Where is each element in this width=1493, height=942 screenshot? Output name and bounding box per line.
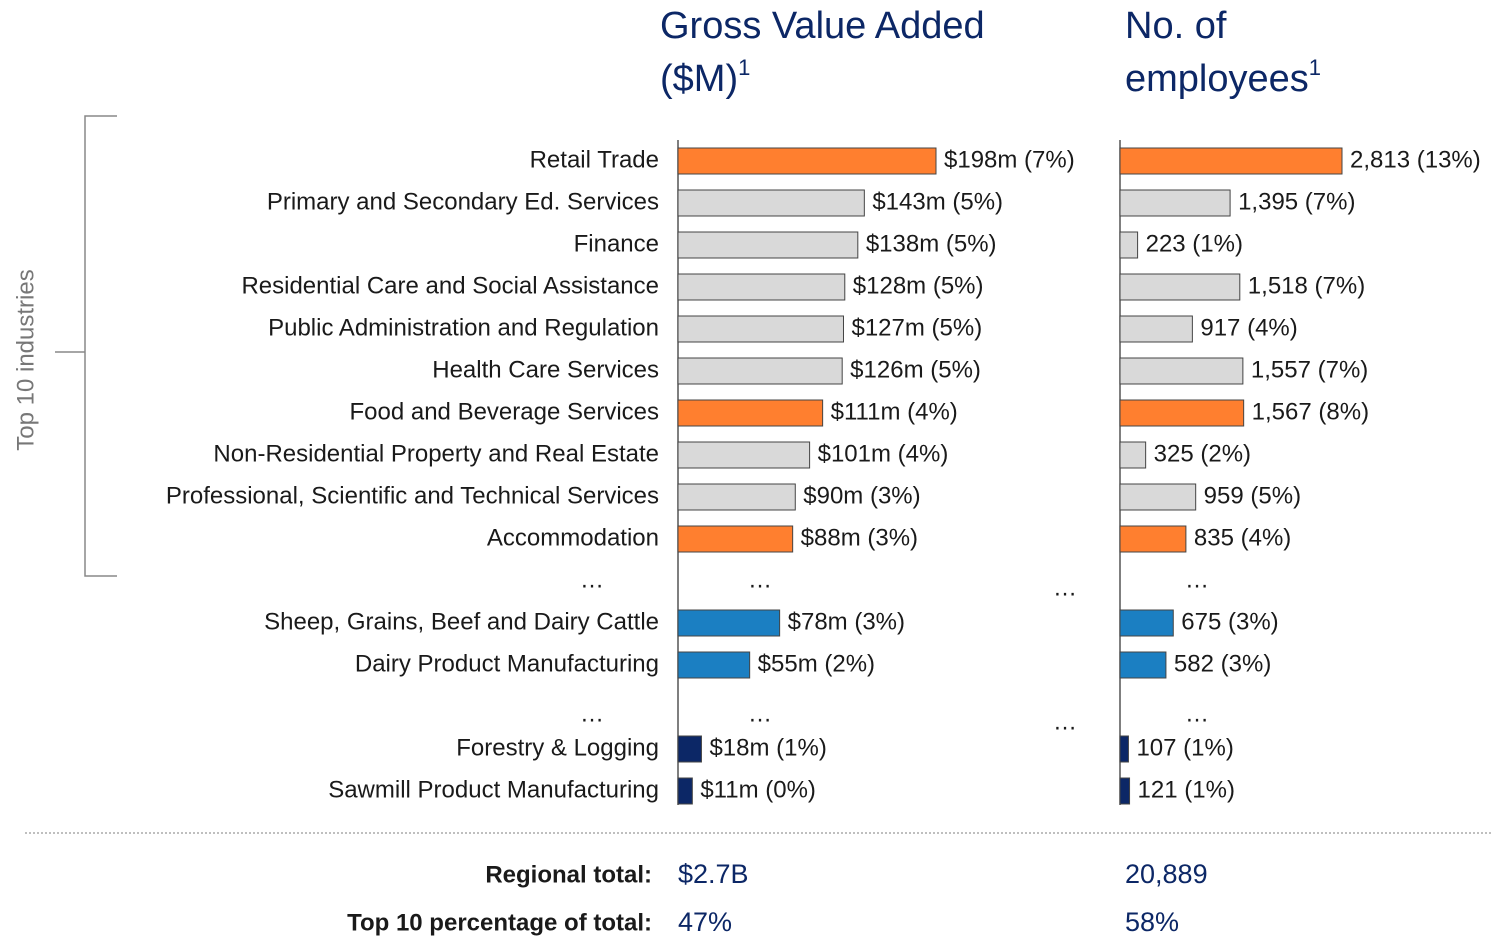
- bar: [1119, 399, 1245, 427]
- value-label: 2,813 (13%): [1350, 146, 1481, 173]
- category-label: Non-Residential Property and Real Estate: [213, 440, 659, 467]
- bar: [677, 231, 859, 259]
- summary-value: 47%: [678, 907, 732, 937]
- value-label: $88m (3%): [801, 524, 918, 551]
- bar: [677, 273, 846, 301]
- category-label: Forestry & Logging: [456, 734, 659, 761]
- panel-title: Gross Value Added: [660, 5, 985, 47]
- value-label: 959 (5%): [1204, 482, 1301, 509]
- value-label: $138m (5%): [866, 230, 997, 257]
- bar: [1119, 651, 1167, 679]
- value-label: $18m (1%): [709, 734, 826, 761]
- category-label: Finance: [574, 230, 659, 257]
- value-label: 917 (4%): [1200, 314, 1297, 341]
- value-label: 1,518 (7%): [1248, 272, 1365, 299]
- value-label: 107 (1%): [1136, 734, 1233, 761]
- panel-title: No. of: [1125, 5, 1227, 47]
- bar: [677, 777, 693, 805]
- ellipsis: …: [1053, 708, 1077, 735]
- value-label: $128m (5%): [853, 272, 984, 299]
- summary-value: 20,889: [1125, 859, 1208, 889]
- value-label: 835 (4%): [1194, 524, 1291, 551]
- category-label: Sheep, Grains, Beef and Dairy Cattle: [264, 608, 659, 635]
- category-label: Accommodation: [487, 524, 659, 551]
- value-label: $143m (5%): [872, 188, 1003, 215]
- bracket: [55, 115, 117, 577]
- summary-value: 58%: [1125, 907, 1179, 937]
- value-label: $78m (3%): [788, 608, 905, 635]
- summary-label: Top 10 percentage of total:: [347, 909, 652, 936]
- bar: [1119, 735, 1129, 763]
- bar: [677, 609, 781, 637]
- bar: [677, 525, 794, 553]
- bar: [677, 189, 865, 217]
- value-label: 325 (2%): [1154, 440, 1251, 467]
- bracket-label: Top 10 industries: [12, 269, 39, 450]
- bar: [677, 441, 811, 469]
- value-label: $11m (0%): [700, 776, 816, 803]
- ellipsis: …: [580, 566, 604, 593]
- category-label: Sawmill Product Manufacturing: [328, 776, 659, 803]
- ellipsis: …: [748, 700, 772, 727]
- category-label: Public Administration and Regulation: [268, 314, 659, 341]
- value-label: $126m (5%): [850, 356, 981, 383]
- bar: [1119, 483, 1197, 511]
- bar: [677, 735, 702, 763]
- category-label: Food and Beverage Services: [349, 398, 659, 425]
- bar: [1119, 147, 1343, 175]
- ellipsis: …: [1185, 700, 1209, 727]
- bar: [677, 483, 796, 511]
- bracket-line: [84, 115, 117, 577]
- value-label: $198m (7%): [944, 146, 1075, 173]
- bar: [1119, 273, 1241, 301]
- ellipsis: …: [748, 566, 772, 593]
- panel-title: ($M)1: [660, 55, 750, 100]
- panel-title: employees1: [1125, 55, 1321, 100]
- bar: [1119, 231, 1139, 259]
- value-label: 582 (3%): [1174, 650, 1271, 677]
- category-label: Professional, Scientific and Technical S…: [166, 482, 659, 509]
- footnote: 1: [738, 55, 750, 80]
- ellipsis: …: [1185, 566, 1209, 593]
- bar: [677, 315, 844, 343]
- value-label: 1,567 (8%): [1252, 398, 1369, 425]
- value-label: 675 (3%): [1181, 608, 1278, 635]
- bar: [677, 147, 937, 175]
- summary-value: $2.7B: [678, 859, 749, 889]
- footnote: 1: [1309, 55, 1321, 80]
- value-label: 121 (1%): [1138, 776, 1235, 803]
- value-label: $55m (2%): [758, 650, 875, 677]
- category-label: Health Care Services: [432, 356, 659, 383]
- bar: [1119, 609, 1174, 637]
- bar: [1119, 357, 1244, 385]
- bar: [677, 651, 751, 679]
- category-label: Primary and Secondary Ed. Services: [267, 188, 659, 215]
- value-label: 1,557 (7%): [1251, 356, 1368, 383]
- category-label: Retail Trade: [530, 146, 659, 173]
- bar: [1119, 777, 1131, 805]
- category-label: Dairy Product Manufacturing: [355, 650, 659, 677]
- category-label: Residential Care and Social Assistance: [241, 272, 659, 299]
- bar: [1119, 441, 1147, 469]
- value-label: 223 (1%): [1146, 230, 1243, 257]
- value-label: $101m (4%): [818, 440, 949, 467]
- summary-label: Regional total:: [485, 861, 652, 888]
- bar: [1119, 189, 1231, 217]
- ellipsis: …: [1053, 574, 1077, 601]
- value-label: $127m (5%): [851, 314, 982, 341]
- value-label: $111m (4%): [831, 398, 958, 425]
- bar: [1119, 525, 1187, 553]
- value-label: $90m (3%): [803, 482, 920, 509]
- bar: [677, 357, 843, 385]
- bar: [1119, 315, 1193, 343]
- ellipsis: …: [580, 700, 604, 727]
- bar: [677, 399, 824, 427]
- value-label: 1,395 (7%): [1238, 188, 1355, 215]
